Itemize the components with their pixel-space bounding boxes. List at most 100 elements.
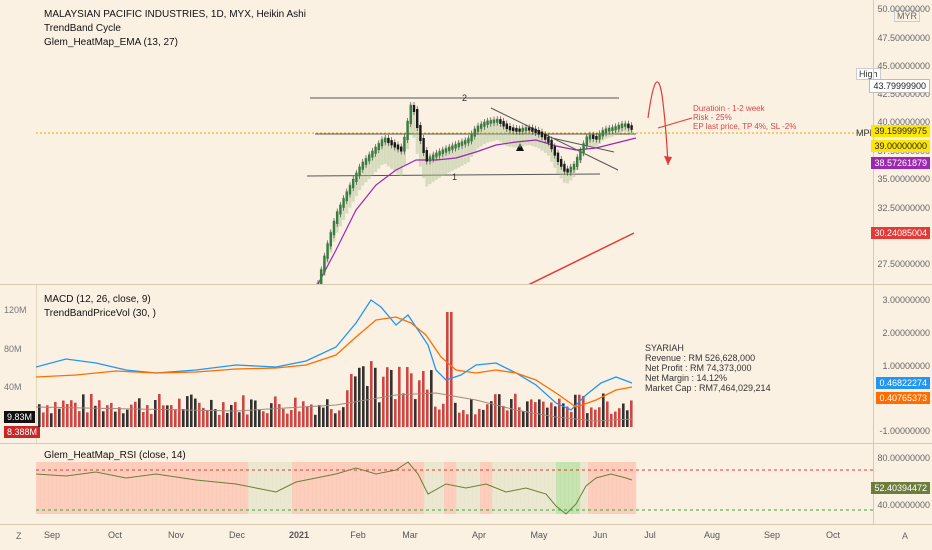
candle-body — [332, 221, 336, 236]
x-tick: 2021 — [288, 530, 310, 540]
volume-tag: 9.83M — [4, 411, 36, 423]
band-segment — [457, 141, 461, 168]
macd-plot-area[interactable] — [36, 285, 874, 443]
rsi-heat-cell — [44, 462, 49, 514]
volume-bar — [518, 407, 521, 427]
volume-scale[interactable]: 120M 80M 40M 9.83M 8.388M — [0, 285, 41, 443]
volume-bar — [174, 409, 177, 427]
rsi-pane[interactable]: Glem_HeatMap_RSI (close, 14) 80.00000000… — [0, 444, 932, 525]
volume-bar — [566, 406, 569, 427]
price-scale[interactable]: MYR 50.00000000 47.50000000 45.00000000 … — [869, 0, 932, 284]
candle-body — [582, 143, 585, 154]
long-trend-line[interactable] — [528, 232, 635, 284]
volume-bar — [186, 396, 189, 427]
candle-body — [377, 143, 380, 151]
rsi-heat-cell — [312, 462, 317, 514]
band-segment — [438, 150, 442, 178]
band-segment — [370, 149, 374, 176]
candle-body — [342, 198, 345, 208]
currency-badge[interactable]: MYR — [894, 10, 920, 22]
rsi-chart[interactable] — [36, 444, 874, 524]
volume-bar — [238, 412, 241, 427]
rsi-heat-cell — [392, 462, 397, 514]
volume-bar — [330, 409, 333, 427]
y-tick: 1.00000000 — [882, 361, 930, 371]
macd-legend: MACD (12, 26, close, 9) TrendBandPriceVo… — [44, 293, 156, 321]
volume-bar — [322, 407, 325, 427]
candle-body — [617, 125, 620, 130]
indicator-rsi[interactable]: Glem_HeatMap_RSI (close, 14) — [44, 450, 186, 461]
x-tick: Dec — [228, 530, 246, 540]
rsi-heat-cell — [132, 462, 137, 514]
auto-scale-button[interactable]: A — [902, 531, 909, 541]
indicator-heatmap-ema[interactable]: Glem_HeatMap_EMA (13, 27) — [44, 37, 178, 48]
candle-body — [393, 142, 396, 148]
candle-body — [339, 204, 342, 215]
volume-bar — [590, 407, 593, 427]
volume-bar — [326, 399, 329, 427]
volume-bar — [494, 394, 497, 427]
band-segment — [383, 136, 387, 164]
note-duration: Duratioin - 1-2 week — [693, 104, 765, 113]
volume-bar — [398, 366, 401, 427]
rsi-heat-cell — [204, 462, 209, 514]
y-tick: 3.00000000 — [882, 295, 930, 305]
macd-pane[interactable]: 120M 80M 40M 9.83M 8.388M MACD (12, 26, … — [0, 285, 932, 444]
price-chart[interactable]: 2 1 — [36, 0, 874, 284]
candle-body — [508, 126, 512, 131]
candle-body — [444, 148, 448, 153]
volume-bar — [606, 401, 609, 427]
macd-chart[interactable] — [36, 285, 874, 443]
rsi-heat-cell — [196, 462, 201, 514]
indicator-macd[interactable]: MACD (12, 26, close, 9) — [44, 294, 151, 305]
rsi-heat-cell — [88, 462, 93, 514]
rsi-heat-cell — [52, 462, 57, 514]
timezone-button[interactable]: Z — [16, 531, 22, 541]
rsi-heat-cell — [100, 462, 105, 514]
volume-bar — [618, 408, 621, 427]
candle-body — [553, 146, 556, 156]
indicator-trendband-vol[interactable]: TrendBandPriceVol (30, ) — [44, 308, 156, 319]
rsi-heat-cell — [536, 462, 541, 514]
x-tick: Apr — [471, 530, 487, 540]
band-segment — [543, 135, 547, 153]
volume-bar — [346, 390, 349, 427]
x-tick: Oct — [107, 530, 123, 540]
rsi-plot-area[interactable] — [36, 444, 874, 524]
candle-body — [550, 139, 553, 150]
rsi-scale[interactable]: 80.00000000 40.00000000 52.40394472 — [871, 444, 932, 524]
y-tick: 27.50000000 — [877, 259, 930, 269]
rsi-heat-cell — [584, 462, 589, 514]
volume-bar — [54, 402, 57, 427]
candle-body — [595, 135, 598, 140]
rsi-heat-cell — [212, 462, 217, 514]
candle-body — [572, 164, 576, 170]
volume-bar — [254, 400, 257, 427]
volume-bar — [510, 399, 513, 427]
symbol-title[interactable]: MALAYSIAN PACIFIC INDUSTRIES, 1D, MYX, H… — [44, 9, 306, 20]
rsi-heat-cell — [632, 462, 637, 514]
rsi-heat-cell — [396, 462, 401, 514]
rsi-heat-cell — [552, 462, 557, 514]
time-axis[interactable]: Z Sep Oct Nov Dec 2021 Feb Mar Apr May J… — [0, 525, 932, 550]
band-segment — [498, 119, 502, 142]
indicator-trendband[interactable]: TrendBand Cycle — [44, 23, 121, 34]
candle-body — [425, 150, 428, 162]
volume-bar — [534, 402, 537, 427]
price-pane[interactable]: 2 1 MALAYSIAN PACIFIC INDUSTRIES, 1D, MY… — [0, 0, 932, 285]
macd-scale[interactable]: 3.00000000 2.00000000 1.00000000 -1.0000… — [873, 285, 932, 443]
rsi-heat-cell — [460, 462, 465, 514]
x-tick: Mar — [402, 530, 418, 540]
band-segment — [508, 126, 512, 147]
band-segment — [521, 127, 525, 147]
rsi-heat-cell — [360, 462, 365, 514]
price-plot-area[interactable]: 2 1 — [36, 0, 874, 284]
rsi-heat-cell — [276, 462, 281, 514]
volume-bar — [58, 408, 61, 427]
band-segment — [393, 143, 397, 172]
volume-bar — [294, 397, 297, 427]
rsi-heat-cell — [420, 462, 425, 514]
volume-bar — [342, 407, 345, 427]
y-tick: 2.00000000 — [882, 328, 930, 338]
rsi-heat-cell — [604, 462, 609, 514]
